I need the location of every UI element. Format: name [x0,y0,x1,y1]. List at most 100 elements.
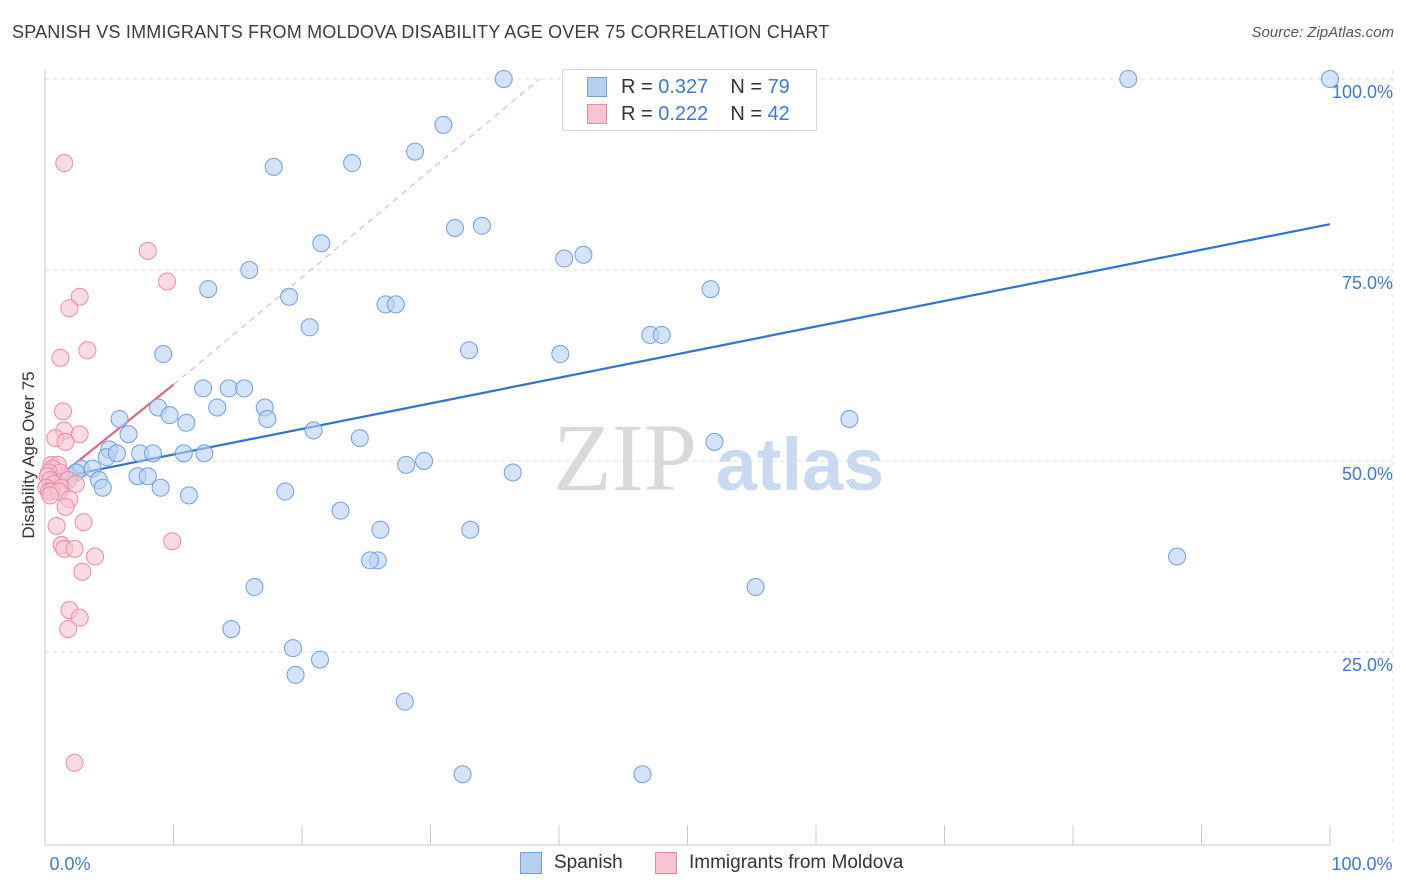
data-point-spanish [633,765,652,784]
data-point-spanish [415,452,434,470]
data-point-spanish [1321,70,1339,88]
data-point-spanish [286,665,305,684]
data-point-moldova [60,299,79,318]
legend-r-label: R = [621,102,653,125]
data-point-spanish [93,478,112,497]
bottom-legend-spanish[interactable]: Spanish [520,852,623,874]
bottom-legend-label-spanish: Spanish [554,852,623,873]
data-point-moldova [51,348,70,367]
data-point-spanish [151,478,170,497]
data-point-moldova [41,486,60,505]
data-point-moldova [55,154,74,173]
data-point-spanish [284,639,303,658]
data-point-spanish [461,520,480,539]
data-point-spanish [312,234,331,253]
watermark-zip: ZIP [553,404,697,511]
data-point-spanish [574,245,593,264]
y-tick-label: 75.0% [1342,273,1393,293]
watermark-atlas: atlas [716,423,885,506]
bottom-legend-swatch-moldova [655,852,677,874]
data-point-moldova [47,516,66,535]
grid-layer [45,70,1394,845]
data-point-moldova [59,620,78,639]
data-point-spanish [331,501,350,520]
bottom-legend-moldova[interactable]: Immigrants from Moldova [655,852,903,874]
data-point-spanish [138,467,157,486]
data-point-spanish [555,249,574,268]
data-point-spanish [460,341,479,360]
axis-layer [44,70,1331,846]
data-point-spanish [240,261,259,279]
data-point-moldova [78,341,97,360]
data-point-moldova [86,547,105,566]
y-tick-label: 100.0% [1332,82,1393,102]
data-point-spanish [179,486,198,505]
watermark: ZIP atlas [553,404,884,511]
data-point-spanish [300,318,319,337]
data-point-spanish [494,70,513,88]
legend-n-value-moldova: 42 [767,102,790,125]
data-point-spanish [235,379,254,398]
data-point-spanish [705,432,724,451]
data-point-moldova [163,532,182,551]
label-layer: 25.0% 50.0% 75.0% 100.0% 0.0% 100.0% Disabilit… [19,82,1393,874]
data-point-moldova [73,562,92,581]
data-point-spanish [406,142,425,161]
data-point-spanish [386,295,405,314]
data-point-moldova [56,432,75,451]
data-point-spanish [154,345,173,364]
y-tick-label: 25.0% [1342,655,1393,675]
data-point-spanish [551,345,570,364]
data-point-moldova [53,402,72,421]
data-point-spanish [310,650,329,669]
legend-r-label: R = [621,75,653,98]
data-point-spanish [434,115,453,134]
data-point-spanish [395,692,414,711]
source-label: Source: ZipAtlas.com [1251,24,1394,41]
data-point-spanish [304,421,323,440]
data-point-spanish [222,620,241,639]
data-point-spanish [453,765,472,784]
data-point-moldova [66,474,85,493]
chart-title: SPANISH VS IMMIGRANTS FROM MOLDOVA DISAB… [12,22,830,42]
data-point-spanish [397,455,416,474]
data-point-spanish [174,444,193,463]
data-point-moldova [70,608,89,627]
data-point-spanish [219,379,238,398]
data-point-spanish [701,280,720,299]
data-point-spanish [107,444,126,463]
data-point-moldova [70,425,89,444]
legend-n-label: N = [730,102,762,125]
data-point-spanish [264,157,283,176]
data-point-moldova [70,287,89,306]
legend-r-value-moldova: 0.222 [658,102,709,125]
data-point-moldova [158,272,177,291]
bottom-legend-label-moldova: Immigrants from Moldova [689,852,904,873]
legend-swatch-moldova [587,104,607,124]
data-point-spanish [840,409,859,428]
data-point-spanish [445,218,464,237]
legend-box: R = 0.327 N = 79 R = 0.222 N = 42 [562,69,817,131]
data-point-moldova [56,497,75,516]
y-tick-label: 50.0% [1342,464,1393,484]
data-point-spanish [194,379,213,398]
points-layer [37,70,1339,784]
x-tick-label: 0.0% [49,854,90,874]
data-point-spanish [199,280,218,299]
legend-row-spanish: R = 0.327 N = 79 [587,75,790,99]
data-point-spanish [280,287,299,306]
data-point-spanish [195,444,214,463]
data-point-moldova [65,753,84,772]
data-point-spanish [343,154,362,173]
data-point-moldova [65,539,84,558]
data-point-spanish [350,429,369,448]
trendline-moldova-extension [173,78,541,386]
trendline-spanish [64,223,1331,478]
data-point-moldova [138,241,157,260]
data-point-spanish [245,578,264,597]
legend-r-value-spanish: 0.327 [658,75,709,98]
data-point-spanish [472,216,491,235]
data-point-spanish [110,409,129,428]
data-point-spanish [119,425,138,444]
